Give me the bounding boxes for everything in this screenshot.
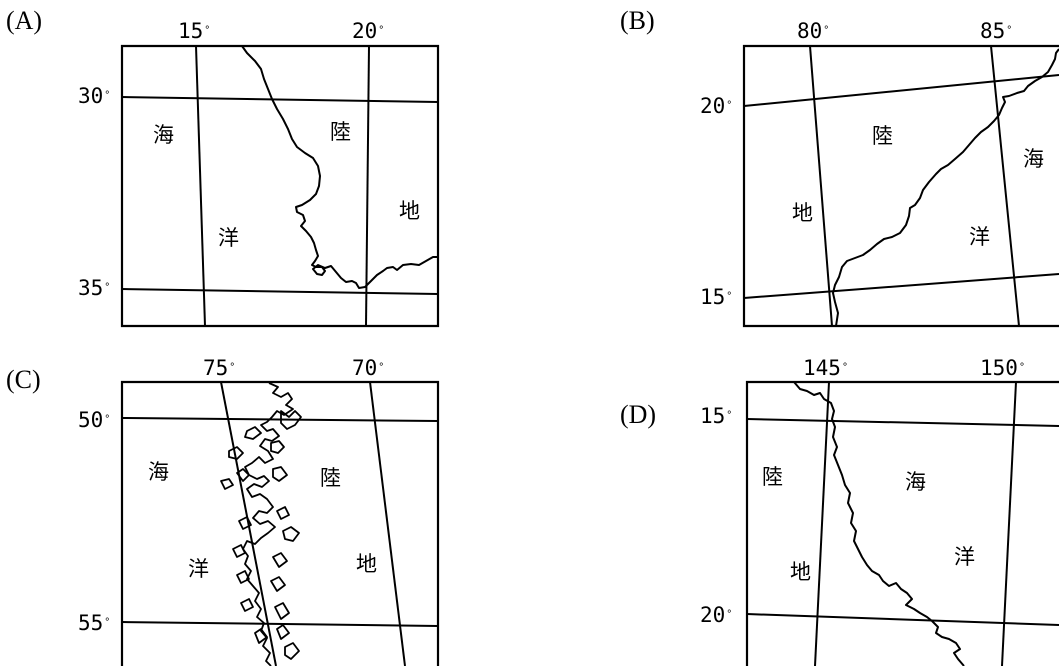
panel-d-coastline <box>794 382 964 666</box>
panel-b-land-char-1: 陸 <box>872 124 893 148</box>
panel-d-frame <box>747 382 1059 666</box>
panel-a-lon-label-2: 20° <box>352 19 385 43</box>
panel-b-meridian-2 <box>991 46 1019 326</box>
panel-c-lat-label-1: 50° <box>78 408 111 432</box>
panel-d-parallel-1 <box>747 419 1059 426</box>
panel-a-sea-char-1: 海 <box>153 123 174 147</box>
panel-b-sea-char-2: 洋 <box>969 225 990 249</box>
panel-c-meridian-1 <box>221 382 276 666</box>
panel-b-frame <box>744 46 1059 326</box>
panel-d-meridian-2 <box>1002 382 1016 666</box>
panel-b-sea-char-1: 海 <box>1023 147 1044 171</box>
panel-a-lat-label-1: 30° <box>78 84 111 108</box>
panel-b-meridian-1 <box>810 46 832 326</box>
panel-a-frame <box>122 46 438 326</box>
panel-b-map <box>743 45 1059 327</box>
panel-b-lat-label-1: 20° <box>700 94 733 118</box>
panel-b-parallel-2 <box>744 274 1059 298</box>
panel-c-map <box>121 381 439 666</box>
panel-d-map <box>746 381 1059 666</box>
panel-d-sea-char-2: 洋 <box>954 545 975 569</box>
panel-c-lon-label-2: 70° <box>352 356 385 380</box>
panel-d-meridian-1 <box>815 382 829 666</box>
panel-a-parallel-2 <box>122 289 438 294</box>
panel-c-label: (C) <box>6 365 41 394</box>
panel-c-meridian-2 <box>370 382 405 666</box>
panel-d-lat-label-1: 15° <box>700 404 733 428</box>
panel-c-parallel-1 <box>122 418 438 421</box>
panel-b-coastline <box>833 49 1059 326</box>
panel-c-sea-char-2: 洋 <box>188 557 209 581</box>
panel-c-fjord-coastline <box>221 383 301 666</box>
panel-d-lon-label-1: 145° <box>803 356 848 380</box>
panel-a-sea-char-2: 洋 <box>218 226 239 250</box>
panel-b-lat-label-2: 15° <box>700 285 733 309</box>
panel-a-land-char-2: 地 <box>399 199 420 223</box>
panel-c-parallel-2 <box>122 622 438 626</box>
panel-d-parallel-2 <box>747 614 1059 625</box>
panel-d-sea-char-1: 海 <box>905 470 926 494</box>
panel-c-frame <box>122 382 438 666</box>
panel-a-label: (A) <box>6 6 43 35</box>
panel-d-land-char-1: 陸 <box>762 465 783 489</box>
panel-d-land-char-2: 地 <box>790 560 811 584</box>
panel-b-lon-label-2: 85° <box>980 19 1013 43</box>
panel-a-lon-label-1: 15° <box>178 19 211 43</box>
panel-a-land-char-1: 陸 <box>330 120 351 144</box>
panel-a-meridian-1 <box>196 46 205 326</box>
panel-d-label: (D) <box>620 400 657 429</box>
panel-d-lat-label-2: 20° <box>700 603 733 627</box>
panel-b-label: (B) <box>620 6 655 35</box>
panel-c-sea-char-1: 海 <box>148 460 169 484</box>
panel-b-lon-label-1: 80° <box>797 19 830 43</box>
panel-c-land-char-1: 陸 <box>320 466 341 490</box>
panel-a-map <box>121 45 439 327</box>
panel-b-parallel-1 <box>744 75 1059 106</box>
panel-b-land-char-2: 地 <box>792 201 813 225</box>
panel-d-lon-label-2: 150° <box>980 356 1025 380</box>
panel-a-parallel-1 <box>122 97 438 102</box>
panel-c-land-char-2: 地 <box>356 552 377 576</box>
panel-c-lon-label-1: 75° <box>203 356 236 380</box>
panel-a-coastline <box>242 46 438 288</box>
panel-a-lat-label-2: 35° <box>78 276 111 300</box>
panel-a-meridian-2 <box>366 46 369 326</box>
panel-c-lat-label-2: 55° <box>78 611 111 635</box>
